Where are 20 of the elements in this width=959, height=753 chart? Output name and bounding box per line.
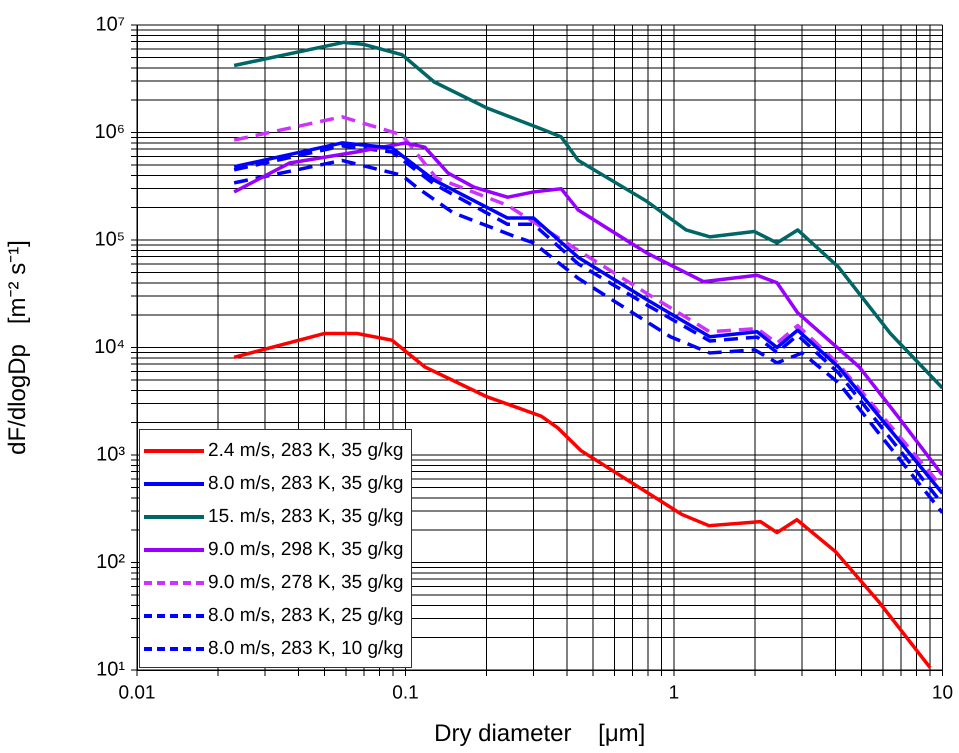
legend-label: 9.0 m/s, 278 K, 35 g/kg	[208, 571, 404, 595]
x-tick-label: 0.1	[392, 682, 419, 704]
y-tick-label: 10⁷	[96, 14, 125, 36]
y-tick-label: 10⁵	[94, 228, 125, 251]
legend-label: 8.0 m/s, 283 K, 35 g/kg	[208, 472, 404, 496]
y-tick-label: 10⁶	[94, 121, 125, 144]
x-tick-label: 0.01	[118, 682, 156, 704]
legend-label: 2.4 m/s, 283 K, 35 g/kg	[208, 439, 404, 463]
legend-label: 9.0 m/s, 298 K, 35 g/kg	[208, 538, 404, 562]
y-axis-title: dF/dlogDp [m⁻² s⁻¹]	[4, 240, 32, 455]
y-tick-label: 10¹	[96, 658, 126, 681]
legend-label: 8.0 m/s, 283 K, 25 g/kg	[208, 604, 404, 628]
y-tick-label: 10²	[96, 551, 126, 574]
x-tick-label: 10	[932, 682, 954, 704]
legend-label: 15. m/s, 283 K, 35 g/kg	[208, 505, 404, 529]
y-tick-label: 10³	[96, 444, 126, 466]
x-tick-label: 1	[668, 682, 680, 704]
legend-label: 8.0 m/s, 283 K, 10 g/kg	[208, 637, 404, 661]
y-tick-label: 10⁴	[94, 336, 125, 358]
x-axis-title: Dry diameter [μm]	[434, 720, 646, 748]
